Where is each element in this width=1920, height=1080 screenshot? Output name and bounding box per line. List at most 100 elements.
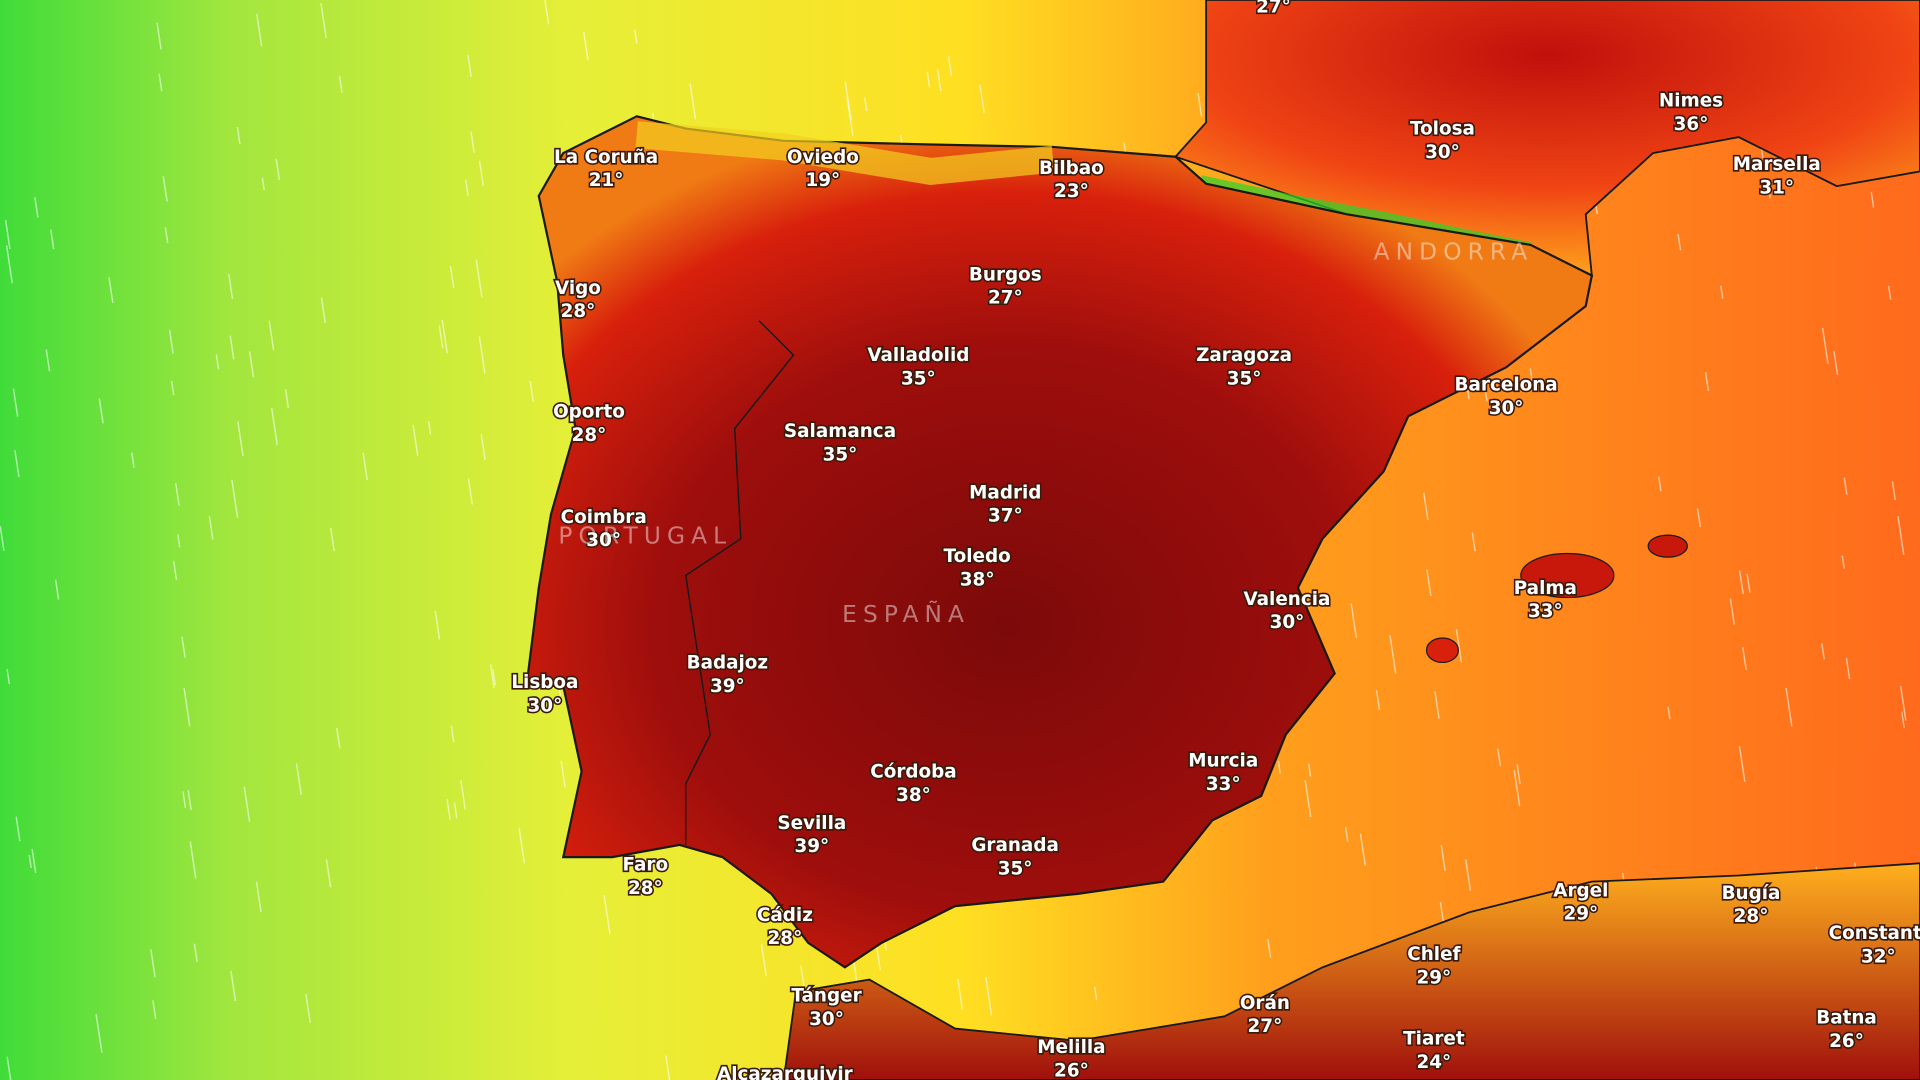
wind-streak <box>467 54 472 77</box>
city-name: Argel <box>1553 880 1608 901</box>
city-name: Salamanca <box>784 421 896 442</box>
city-name: Faro <box>623 855 669 876</box>
wind-streak <box>4 219 11 250</box>
wind-streak <box>54 579 60 600</box>
wind-streak <box>480 434 486 461</box>
city-name: Barcelona <box>1455 375 1558 396</box>
wind-streak <box>12 388 19 417</box>
wind-streak <box>478 160 485 186</box>
wind-streak <box>1677 233 1682 251</box>
city-temp: 30° <box>1489 398 1524 419</box>
wind-streak <box>183 687 191 727</box>
wind-streak <box>1465 859 1472 891</box>
wind-streak <box>1375 690 1381 710</box>
wind-streak <box>170 380 175 396</box>
city-name: Marsella <box>1733 154 1821 175</box>
wind-streak <box>181 636 186 658</box>
wind-streak <box>1785 688 1793 727</box>
wind-streak <box>1304 780 1312 818</box>
wind-streak <box>1843 477 1848 495</box>
city-name: Coimbra <box>561 507 647 528</box>
wind-streak <box>229 335 235 360</box>
city-name: Burgos <box>969 264 1042 285</box>
wind-streak <box>1197 93 1203 117</box>
wind-streak <box>231 479 239 518</box>
city-temp: 38° <box>896 785 931 806</box>
north-africa <box>782 862 1920 1080</box>
city-name: Bilbao <box>1039 158 1104 179</box>
wind-streak <box>478 336 486 374</box>
wind-streak <box>689 83 697 120</box>
wind-streak <box>45 349 51 372</box>
wind-streak <box>760 908 764 924</box>
city-temp: 30° <box>528 695 563 716</box>
wind-streak <box>1897 516 1905 555</box>
city-temp: 30° <box>1270 612 1305 633</box>
city-temp: 28° <box>561 301 596 322</box>
city-temp: 27° <box>988 288 1023 309</box>
wind-streak <box>1821 327 1829 365</box>
wind-streak <box>0 526 5 551</box>
wind-streak <box>1471 532 1476 552</box>
country-label: ESPAÑA <box>842 600 970 628</box>
wind-streak <box>665 1055 671 1080</box>
wind-streak <box>544 0 550 25</box>
city-temp: 23° <box>1054 181 1089 202</box>
wind-streak <box>1529 368 1535 392</box>
country-label: PORTUGAL <box>558 523 732 550</box>
wind-streak <box>529 380 535 402</box>
city-name: Badajoz <box>687 653 769 674</box>
city-temp: 28° <box>768 928 803 949</box>
wind-streak <box>1440 844 1446 871</box>
wind-streak <box>5 245 13 284</box>
city-temp: 36° <box>1674 114 1709 135</box>
city-temp: 37° <box>988 506 1023 527</box>
wind-streak <box>1833 350 1839 376</box>
wind-streak <box>1667 706 1671 720</box>
wind-streak <box>1746 573 1751 593</box>
city-temp: 35° <box>998 858 1033 879</box>
wind-streak <box>1497 748 1502 767</box>
wind-streak <box>189 841 197 879</box>
city-temp: 38° <box>960 569 995 590</box>
wind-streak <box>164 227 169 244</box>
wind-streak <box>1891 481 1896 500</box>
wind-streak <box>1513 770 1521 807</box>
wind-streak <box>926 71 931 88</box>
wind-streak <box>518 827 526 864</box>
wind-streak <box>412 424 419 456</box>
wind-streak <box>427 421 432 435</box>
wind-streak <box>320 297 326 324</box>
wind-streak <box>844 81 852 121</box>
wind-streak <box>438 325 444 349</box>
wind-streak <box>434 610 441 640</box>
city-temp: 26° <box>1054 1060 1089 1080</box>
wind-streak <box>158 73 163 92</box>
wind-streak <box>172 561 178 580</box>
city-name: Madrid <box>969 482 1041 503</box>
wind-streak <box>1729 598 1736 625</box>
wind-streak <box>362 452 368 480</box>
wind-streak <box>800 965 806 994</box>
city-temp: 30° <box>809 1009 844 1030</box>
iberia <box>525 115 1594 969</box>
city-name: Zaragoza <box>1196 345 1292 366</box>
wind-streak <box>1359 833 1367 866</box>
city-temp: 26° <box>1829 1031 1864 1052</box>
wind-streak <box>237 421 244 457</box>
wind-streak <box>1738 570 1744 595</box>
wind-streak <box>1455 629 1463 663</box>
menorca <box>1647 534 1688 558</box>
wind-streak <box>6 1056 12 1080</box>
mallorca <box>1520 552 1615 599</box>
wind-streak <box>15 816 21 842</box>
wind-streak <box>441 319 448 354</box>
wind-streak <box>243 786 251 823</box>
wind-streak <box>152 1000 157 1020</box>
wind-streak <box>470 131 475 153</box>
city-name: Vigo <box>555 278 601 299</box>
city-temp: 19° <box>805 170 840 191</box>
wind-streak <box>760 944 767 977</box>
wind-streak <box>230 970 237 1002</box>
wind-streak <box>177 534 181 548</box>
